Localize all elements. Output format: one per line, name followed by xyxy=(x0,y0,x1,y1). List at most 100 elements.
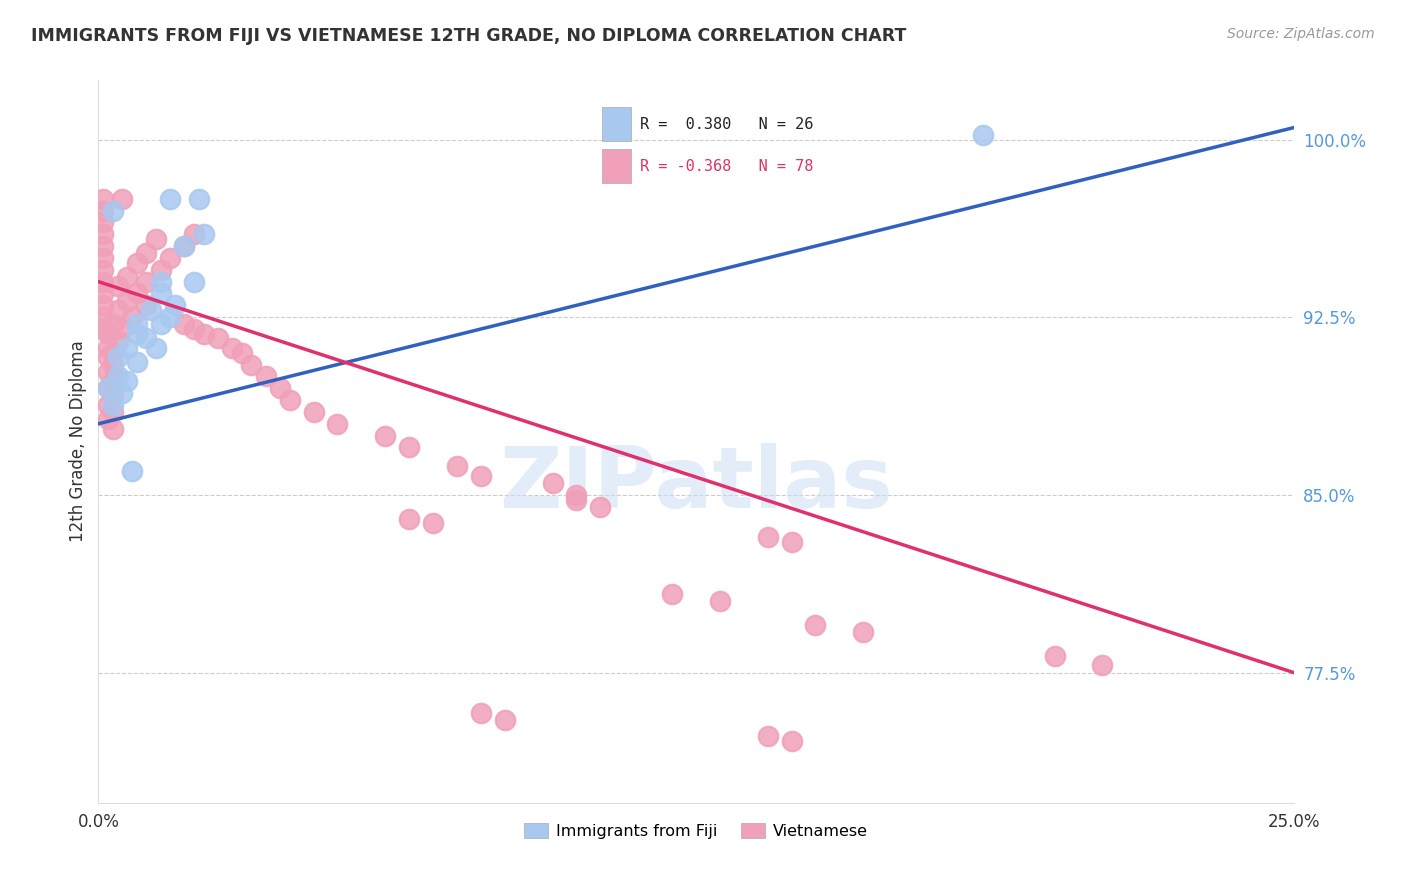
Point xyxy=(756,730,779,744)
Point xyxy=(125,355,148,369)
Point xyxy=(101,388,124,402)
Point xyxy=(111,192,134,206)
Point xyxy=(97,326,120,341)
Point xyxy=(101,398,124,412)
Point xyxy=(111,322,134,336)
Point xyxy=(111,386,134,401)
Point xyxy=(97,381,120,395)
Point xyxy=(1043,648,1066,663)
Point xyxy=(709,594,731,608)
Point xyxy=(101,374,124,388)
Point xyxy=(565,492,588,507)
Point xyxy=(125,326,148,341)
Point xyxy=(115,269,138,284)
Point xyxy=(97,341,120,355)
Point xyxy=(91,227,114,242)
Point xyxy=(91,310,114,325)
Point xyxy=(139,303,162,318)
Point xyxy=(91,262,114,277)
Point xyxy=(91,215,114,229)
Point xyxy=(91,322,114,336)
Point xyxy=(125,286,148,301)
Point xyxy=(107,303,129,318)
Point xyxy=(159,251,181,265)
Point xyxy=(193,227,215,242)
Point xyxy=(149,286,172,301)
Point xyxy=(101,345,124,359)
Point xyxy=(852,625,875,640)
Point xyxy=(145,232,167,246)
Y-axis label: 12th Grade, No Diploma: 12th Grade, No Diploma xyxy=(69,341,87,542)
Point xyxy=(756,531,779,545)
Point xyxy=(135,331,157,345)
Point xyxy=(470,469,492,483)
Point xyxy=(135,298,157,312)
Point xyxy=(254,369,277,384)
Point xyxy=(231,345,253,359)
Point xyxy=(97,365,120,379)
Point xyxy=(240,358,263,372)
Text: IMMIGRANTS FROM FIJI VS VIETNAMESE 12TH GRADE, NO DIPLOMA CORRELATION CHART: IMMIGRANTS FROM FIJI VS VIETNAMESE 12TH … xyxy=(31,27,907,45)
Point xyxy=(1091,658,1114,673)
Point xyxy=(374,428,396,442)
Point xyxy=(101,358,124,372)
Point xyxy=(101,405,124,419)
Point xyxy=(173,239,195,253)
Point xyxy=(173,318,195,332)
Point xyxy=(125,318,148,332)
Point xyxy=(91,298,114,312)
Point xyxy=(541,475,564,490)
Text: ZIPatlas: ZIPatlas xyxy=(499,443,893,526)
Point xyxy=(193,326,215,341)
Point xyxy=(972,128,994,142)
Point xyxy=(183,227,205,242)
Point xyxy=(121,310,143,325)
Point xyxy=(97,412,120,426)
Legend: Immigrants from Fiji, Vietnamese: Immigrants from Fiji, Vietnamese xyxy=(517,816,875,846)
Point xyxy=(121,464,143,478)
Text: Source: ZipAtlas.com: Source: ZipAtlas.com xyxy=(1227,27,1375,41)
Point xyxy=(565,488,588,502)
Point xyxy=(145,341,167,355)
Point xyxy=(221,341,243,355)
Point xyxy=(101,203,124,218)
Point xyxy=(91,203,114,218)
Point xyxy=(302,405,325,419)
Point xyxy=(173,239,195,253)
Point xyxy=(398,511,420,525)
Point xyxy=(107,279,129,293)
Point xyxy=(207,331,229,345)
Point xyxy=(115,293,138,308)
Point xyxy=(163,298,186,312)
Point xyxy=(780,535,803,549)
Point xyxy=(422,516,444,531)
Point xyxy=(91,251,114,265)
Point xyxy=(159,192,181,206)
Point xyxy=(398,441,420,455)
Point xyxy=(135,246,157,260)
Point xyxy=(91,275,114,289)
Point xyxy=(101,421,124,435)
Point xyxy=(159,310,181,325)
Point xyxy=(149,275,172,289)
Point xyxy=(91,286,114,301)
Point xyxy=(804,618,827,632)
Point xyxy=(107,369,129,384)
Point xyxy=(115,341,138,355)
Point xyxy=(125,255,148,269)
Point xyxy=(326,417,349,431)
Point xyxy=(494,713,516,727)
Point xyxy=(661,587,683,601)
Point xyxy=(97,351,120,365)
Point xyxy=(278,393,301,408)
Point xyxy=(97,381,120,395)
Point xyxy=(149,318,172,332)
Point xyxy=(149,262,172,277)
Point xyxy=(97,398,120,412)
Point xyxy=(269,381,291,395)
Point xyxy=(589,500,612,514)
Point xyxy=(183,275,205,289)
Point xyxy=(470,706,492,720)
Point xyxy=(91,192,114,206)
Point xyxy=(101,318,124,332)
